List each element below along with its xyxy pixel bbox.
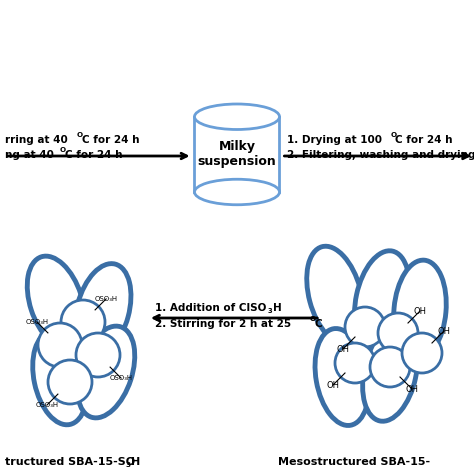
- Text: O: O: [391, 132, 397, 138]
- Text: tructured SBA-15-SO: tructured SBA-15-SO: [5, 457, 135, 467]
- Text: OH: OH: [413, 307, 427, 316]
- Text: OSO₃H: OSO₃H: [109, 375, 133, 381]
- Ellipse shape: [355, 251, 410, 349]
- Text: O: O: [310, 316, 316, 322]
- Circle shape: [48, 360, 92, 404]
- Text: 1. Drying at 100: 1. Drying at 100: [288, 135, 386, 145]
- Ellipse shape: [77, 326, 135, 418]
- Text: C for 24 h: C for 24 h: [65, 150, 122, 160]
- Ellipse shape: [394, 260, 446, 360]
- Text: OSO₃H: OSO₃H: [25, 319, 48, 325]
- Text: C: C: [315, 319, 323, 329]
- Circle shape: [378, 313, 418, 353]
- Text: Mesostructured SBA-15-: Mesostructured SBA-15-: [278, 457, 430, 467]
- Circle shape: [345, 307, 385, 347]
- Ellipse shape: [194, 179, 280, 205]
- Text: Milky
suspension: Milky suspension: [198, 140, 276, 168]
- Ellipse shape: [315, 328, 369, 426]
- Text: rring at 40: rring at 40: [5, 135, 72, 145]
- Circle shape: [335, 343, 375, 383]
- Text: OH: OH: [327, 381, 339, 390]
- Text: OH: OH: [337, 345, 349, 354]
- Ellipse shape: [75, 264, 131, 356]
- Polygon shape: [194, 117, 280, 192]
- Circle shape: [61, 300, 105, 344]
- Circle shape: [76, 333, 120, 377]
- Text: O: O: [60, 147, 66, 153]
- Ellipse shape: [194, 104, 280, 129]
- Text: ng at 40: ng at 40: [5, 150, 57, 160]
- Text: O: O: [77, 132, 83, 138]
- Circle shape: [370, 347, 410, 387]
- Circle shape: [402, 333, 442, 373]
- Text: C for 24 h: C for 24 h: [82, 135, 139, 145]
- Text: OH: OH: [405, 384, 419, 393]
- Text: C for 24 h: C for 24 h: [395, 135, 453, 145]
- Ellipse shape: [27, 256, 85, 348]
- Ellipse shape: [33, 331, 87, 425]
- Text: 3: 3: [126, 462, 131, 468]
- Text: 1. Addition of ClSO: 1. Addition of ClSO: [155, 303, 266, 313]
- Text: 2. Stirring for 2 h at 25: 2. Stirring for 2 h at 25: [155, 319, 295, 329]
- Text: 3: 3: [268, 308, 273, 314]
- Ellipse shape: [307, 246, 363, 344]
- Text: 2. Filtering, washing and drying: 2. Filtering, washing and drying: [288, 150, 474, 160]
- Text: OSO₃H: OSO₃H: [94, 296, 118, 302]
- Ellipse shape: [363, 325, 418, 421]
- Circle shape: [38, 323, 82, 367]
- Text: OH: OH: [438, 327, 450, 336]
- Text: H: H: [131, 457, 140, 467]
- Text: H: H: [273, 303, 282, 313]
- Text: OSO₃H: OSO₃H: [36, 402, 58, 408]
